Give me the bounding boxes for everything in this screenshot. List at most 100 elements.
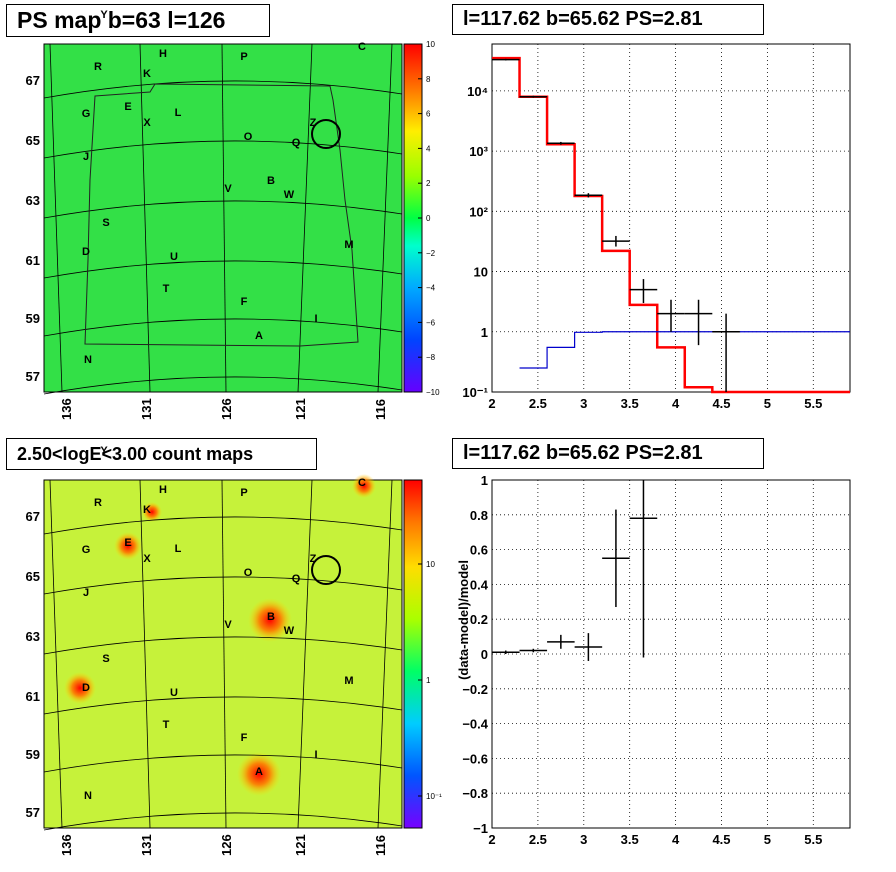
colorbar-tick-label: −2: [426, 249, 436, 258]
x-tick-label: 3: [580, 396, 587, 411]
y-tick-label: −1: [473, 821, 488, 836]
source-label-n: N: [84, 354, 92, 366]
source-label-f: F: [241, 296, 248, 308]
source-emission-e: [114, 532, 142, 560]
colorbar-tick-label: −6: [426, 318, 436, 327]
source-label-z: Z: [310, 117, 317, 129]
longitude-tick-label: 131: [139, 834, 154, 856]
colorbar-tick-label: 10: [426, 560, 435, 569]
y-tick-label: 0: [481, 647, 488, 662]
longitude-tick-label: 116: [373, 835, 388, 856]
source-label-p: P: [240, 487, 247, 499]
latitude-tick-label: 59: [26, 311, 40, 326]
y-tick-label: 0.2: [470, 612, 488, 627]
source-label-l: L: [175, 107, 182, 119]
x-tick-label: 5: [764, 832, 771, 847]
source-label-m: M: [344, 675, 353, 687]
y-tick-label: −0.4: [462, 717, 488, 732]
latitude-tick-label: 65: [26, 569, 40, 584]
colorbar-tick-label: 4: [426, 144, 431, 153]
longitude-tick-label: 121: [293, 398, 308, 420]
source-label-n: N: [84, 790, 92, 802]
source-label-a: A: [255, 330, 263, 342]
colorbar-tick-label: −10: [426, 388, 440, 397]
longitude-tick-label: 116: [373, 399, 388, 420]
source-label-x: X: [143, 553, 151, 565]
source-label-i: I: [314, 313, 317, 325]
source-label-y: Y: [100, 9, 108, 21]
latitude-line: [43, 636, 403, 655]
longitude-line: [297, 479, 313, 829]
source-emission-c: [352, 474, 376, 498]
longitude-tick-label: 126: [219, 834, 234, 856]
colorbar-tick-label: −4: [426, 284, 436, 293]
colorbar-tick-label: 8: [426, 75, 431, 84]
count-map: Y H P C R K E L G X O QZ J V BW S M D U T F I A N 10 1 10⁻¹ 67 65 6…: [26, 445, 443, 856]
y-axis-label: (data-model)/model: [456, 560, 471, 680]
y-tick-label: 0.6: [470, 543, 488, 558]
source-label-d: D: [82, 682, 90, 694]
y-tick-label: −0.2: [462, 682, 488, 697]
x-tick-label: 5.5: [804, 832, 822, 847]
source-label-w: W: [284, 625, 295, 637]
x-tick-label: 5: [764, 396, 771, 411]
ps-map-title: PS map b=63 l=126: [6, 4, 270, 37]
y-tick-label: 0.4: [470, 577, 489, 592]
source-label-h: H: [159, 48, 167, 60]
ps-map: Y H P C R K E L G X O QZ J V BW S M D U T F I A N 10 8 6 4 2 0 −2 −4 −6…: [26, 9, 441, 420]
source-label-g: G: [82, 108, 91, 120]
y-tick-label: 0.8: [470, 508, 488, 523]
source-emission-a: [237, 752, 281, 796]
longitude-line: [49, 43, 63, 393]
target-circle: [311, 555, 341, 585]
latitude-tick-label: 63: [26, 193, 40, 208]
latitude-tick-label: 63: [26, 629, 40, 644]
source-label-t: T: [163, 719, 170, 731]
x-tick-label: 3.5: [621, 396, 639, 411]
source-label-q: Q: [292, 573, 301, 585]
source-emission-k: [142, 502, 162, 522]
plot-area: [491, 479, 851, 829]
latitude-line: [43, 260, 403, 279]
source-emission-d: [64, 672, 96, 704]
source-label-h: H: [159, 484, 167, 496]
longitude-line: [377, 479, 393, 829]
y-tick-label: 1: [481, 473, 488, 488]
colorbar-tick-label: 0: [426, 214, 431, 223]
x-tick-label: 2: [488, 832, 495, 847]
latitude-tick-label: 61: [26, 689, 40, 704]
roi-boundary: [84, 83, 359, 347]
x-tick-label: 4: [672, 832, 680, 847]
latitude-tick-label: 61: [26, 253, 40, 268]
source-label-x: X: [143, 117, 151, 129]
colorbar-tick-label: −8: [426, 353, 436, 362]
model-source-step: [519, 331, 850, 369]
plot-area: [491, 43, 851, 393]
source-label-e: E: [124, 537, 131, 549]
colorbar-tick-label: 10: [426, 40, 435, 49]
spectrum-plot: 2 2.5 3 3.5 4 4.5 5 5.5 10⁻¹ 1 10 10² 10³ 10⁴: [462, 43, 851, 411]
source-label-s: S: [102, 653, 109, 665]
source-label-j: J: [83, 151, 89, 163]
latitude-line: [43, 696, 403, 715]
x-tick-label: 2: [488, 396, 495, 411]
x-tick-label: 3: [580, 832, 587, 847]
y-tick-label: −0.6: [462, 751, 488, 766]
source-label-c: C: [358, 41, 366, 53]
longitude-tick-label: 136: [59, 834, 74, 856]
y-tick-label: 10³: [469, 144, 488, 159]
longitude-line: [49, 479, 63, 829]
source-label-j: J: [83, 587, 89, 599]
latitude-tick-label: 57: [26, 369, 40, 384]
latitude-tick-label: 65: [26, 133, 40, 148]
latitude-tick-label: 57: [26, 805, 40, 820]
target-circle: [311, 119, 341, 149]
x-tick-label: 2.5: [529, 832, 547, 847]
source-label-o: O: [244, 131, 253, 143]
longitude-tick-label: 126: [219, 398, 234, 420]
x-tick-label: 4.5: [712, 832, 730, 847]
latitude-tick-label: 67: [26, 73, 40, 88]
longitude-tick-label: 131: [139, 398, 154, 420]
longitude-line: [139, 479, 151, 829]
y-tick-label: 10⁻¹: [462, 385, 488, 400]
